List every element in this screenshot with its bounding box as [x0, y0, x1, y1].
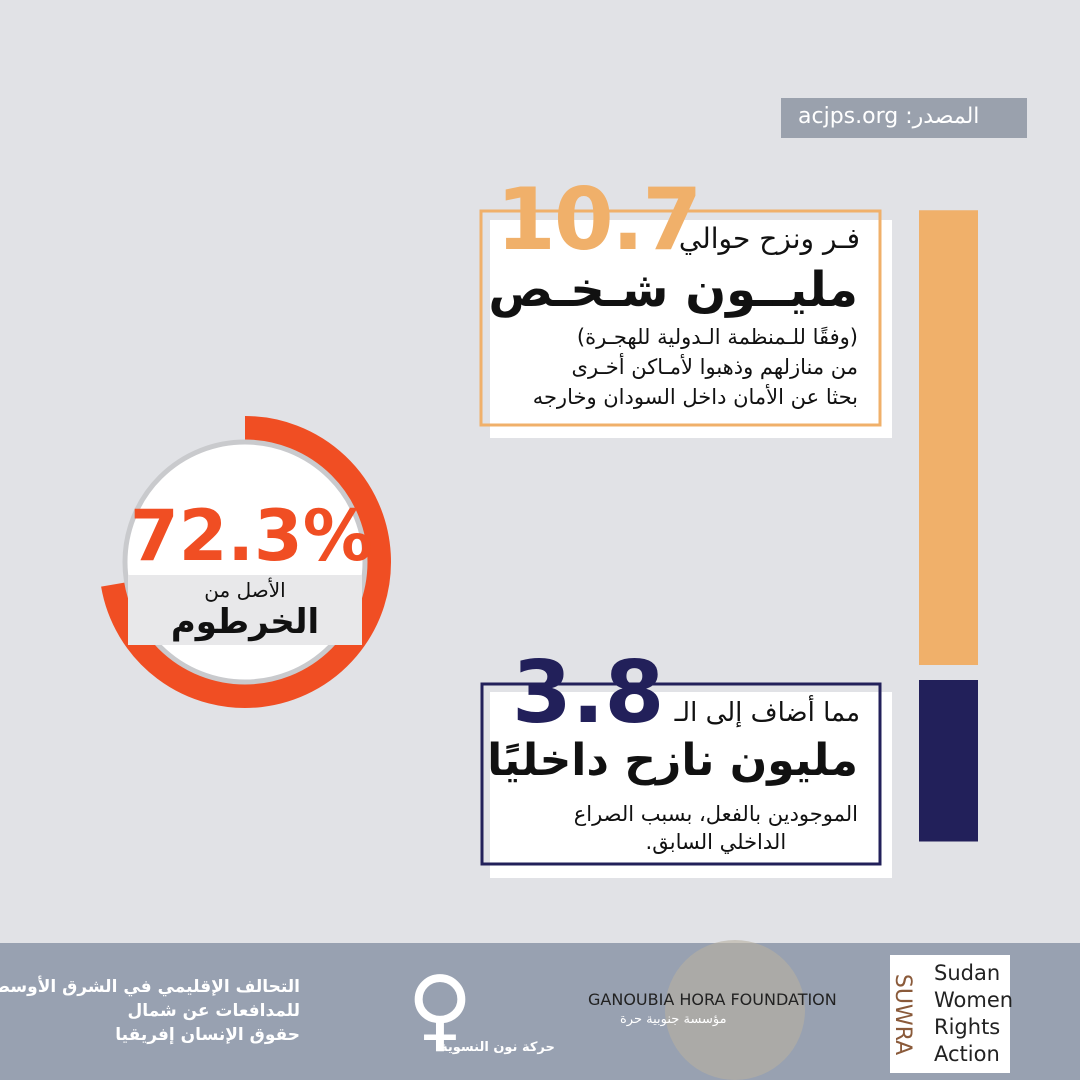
line: التحالف الإقليمي في الشرق الأوسط و — [0, 977, 300, 997]
suwra-name: Sudan Women Rights Action — [934, 960, 1013, 1068]
stat1-headline: مليــون شـخـص — [488, 262, 858, 318]
line: (وفقًا للـمنظمة الـدولية للهجـرة) — [576, 325, 858, 349]
noon-name: حركة نون النسوية — [440, 1040, 555, 1055]
source-box — [781, 98, 1027, 138]
line: Sudan — [934, 961, 1001, 985]
line: Women — [934, 988, 1014, 1012]
label-band — [128, 575, 362, 645]
stat2-number: 3.8 — [512, 643, 665, 743]
coalition: التحالف الإقليمي في الشرق الأوسط و للمدا… — [0, 975, 300, 1047]
ganoubia-en: GANOUBIA HORA FOUNDATION — [588, 990, 837, 1009]
stat1-bar — [919, 210, 978, 665]
line: الموجودين بالفعل، بسبب الصراع — [573, 802, 858, 826]
suwra-logo — [890, 955, 1010, 1073]
donut-line1: الأصل من — [204, 578, 286, 602]
stat2-prefix: مما أضاف إلى الـ — [674, 698, 860, 728]
stat2-bar — [919, 680, 978, 842]
stat2-panel — [490, 692, 892, 878]
line: حقوق الإنسان إفريقيا — [115, 1025, 300, 1045]
stat2-lines: الموجودين بالفعل، بسبب الصراع الداخلي ال… — [574, 800, 858, 856]
line: للمدافعات عن شمال — [127, 1001, 300, 1021]
stat1-lines: (وفقًا للـمنظمة الـدولية للهجـرة) من منا… — [533, 322, 858, 412]
donut-arc — [101, 416, 391, 708]
suwra: SUWRA — [890, 973, 916, 1056]
line: الداخلي السابق. — [645, 830, 787, 854]
stat1-prefix: فـر ونزح حوالي — [678, 222, 860, 255]
donut-line2: الخرطوم — [170, 602, 320, 642]
donut-percent: 72.3% — [130, 495, 373, 577]
noon-mark: ♀ — [407, 957, 473, 1062]
ganoubia-logo — [665, 940, 805, 1080]
stat1-border — [479, 209, 882, 427]
stat1-number: 10.7 — [496, 170, 702, 270]
line: Action — [934, 1042, 1000, 1066]
stat2-headline: مليون نازح داخليًا — [487, 735, 858, 786]
source: المصدر: acjps.org — [798, 104, 980, 129]
line: من منازلهم وذهبوا لأمـاكن أخـرى — [571, 355, 858, 379]
stat1-panel — [490, 220, 892, 438]
ganoubia-ar: مؤسسة جنوبية حرة — [620, 1012, 727, 1027]
line: بحثا عن الأمان داخل السودان وخارجه — [532, 385, 858, 409]
stat2-border — [480, 682, 882, 866]
line: Rights — [934, 1015, 1001, 1039]
